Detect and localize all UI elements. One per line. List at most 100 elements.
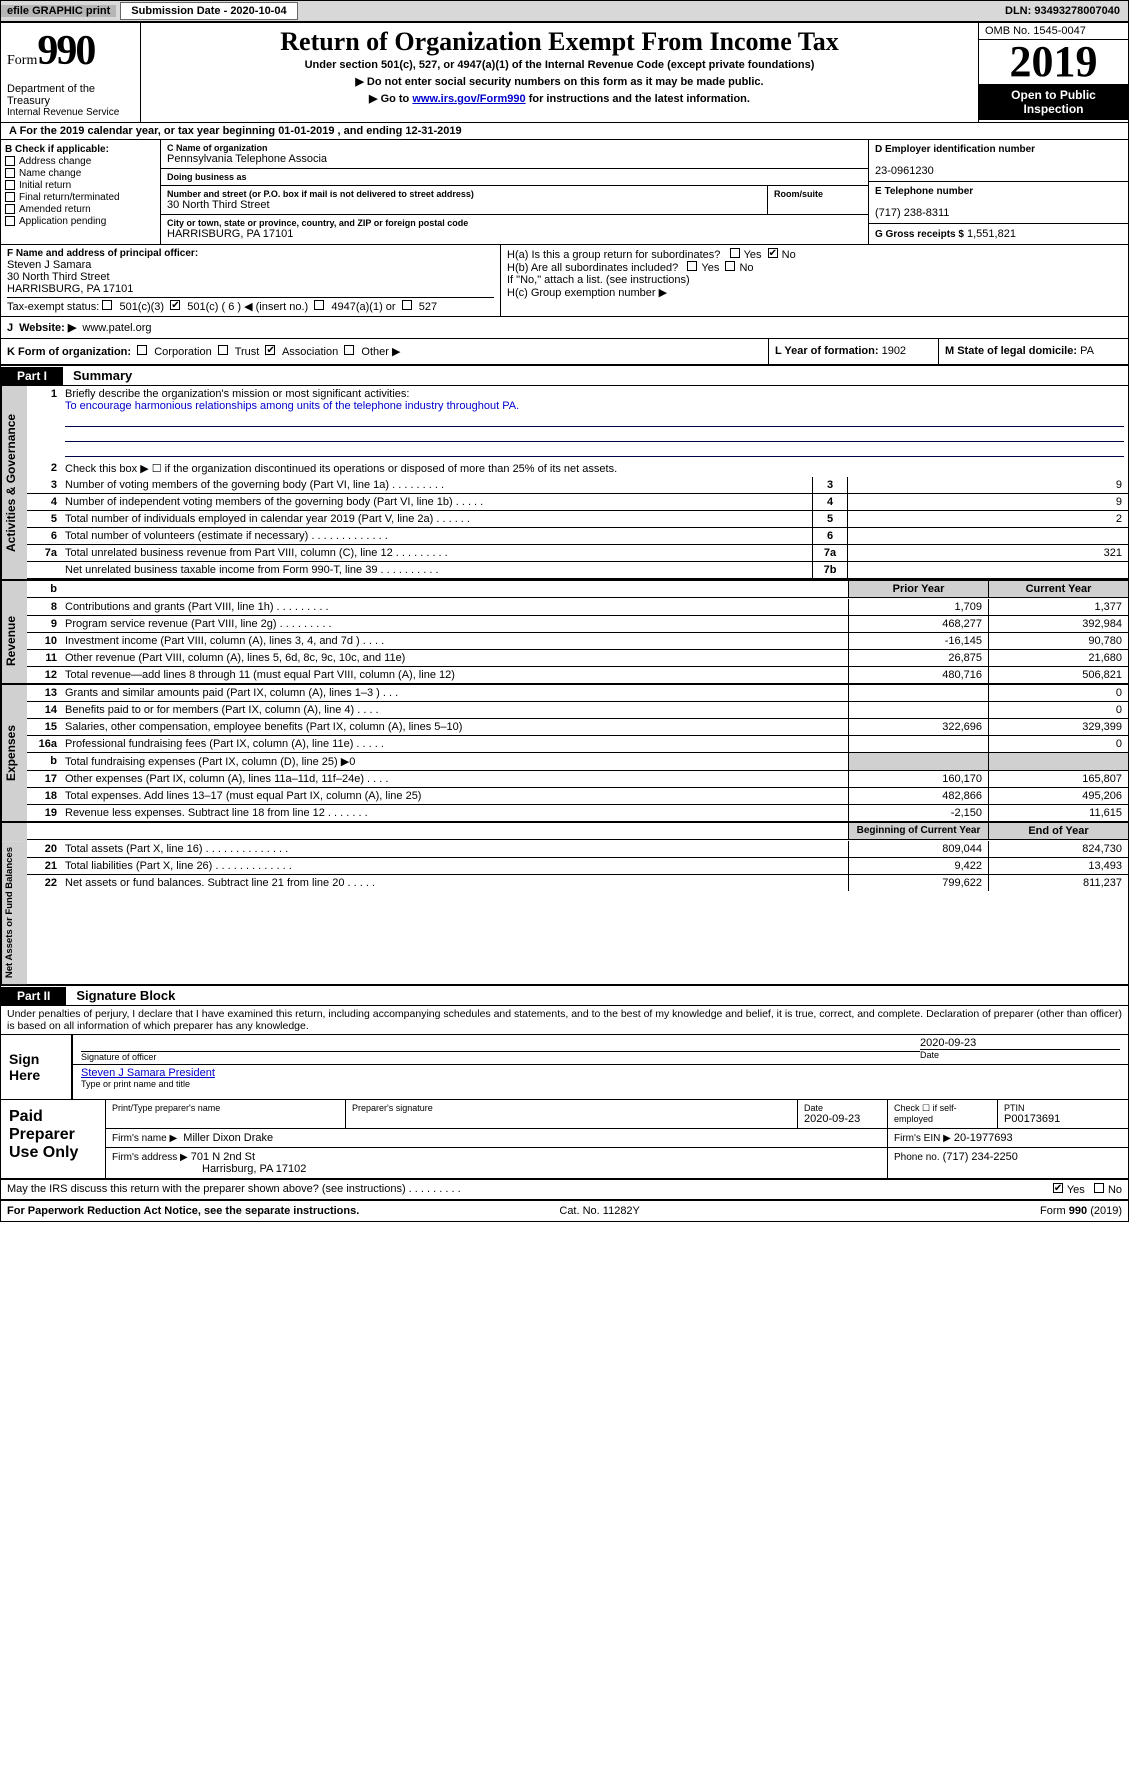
city-label: City or town, state or province, country… — [167, 218, 862, 228]
checkbox-amended[interactable] — [5, 204, 15, 214]
officer-label: F Name and address of principal officer: — [7, 248, 494, 259]
table-row: 18Total expenses. Add lines 13–17 (must … — [27, 788, 1128, 805]
checkbox-discuss-yes[interactable] — [1053, 1183, 1063, 1193]
checkbox-ha-yes[interactable] — [730, 248, 740, 258]
irs: Internal Revenue Service — [7, 107, 134, 118]
cat-no: Cat. No. 11282Y — [559, 1205, 640, 1217]
dln: DLN: 93493278007040 — [997, 5, 1128, 17]
state-domicile: PA — [1080, 345, 1094, 357]
checkbox-pending[interactable] — [5, 216, 15, 226]
checkbox-4947[interactable] — [314, 300, 324, 310]
hb-label: H(b) Are all subordinates included? — [507, 262, 678, 274]
note-link: ▶ Go to www.irs.gov/Form990 for instruct… — [151, 92, 968, 105]
block-f-h: F Name and address of principal officer:… — [1, 245, 1128, 317]
hb-note: If "No," attach a list. (see instruction… — [507, 274, 1122, 286]
table-row: 10Investment income (Part VIII, column (… — [27, 633, 1128, 650]
website-label: Website: ▶ — [19, 321, 76, 334]
sign-here-label: Sign Here — [1, 1035, 71, 1099]
mission: To encourage harmonious relationships am… — [65, 400, 1124, 412]
table-row: 14Benefits paid to or for members (Part … — [27, 702, 1128, 719]
hc-label: H(c) Group exemption number ▶ — [507, 286, 1122, 299]
form-subtitle: Under section 501(c), 527, or 4947(a)(1)… — [151, 59, 968, 71]
sig-date-label: Date — [920, 1049, 1120, 1060]
checkbox-initial[interactable] — [5, 180, 15, 190]
k-label: K Form of organization: — [7, 346, 131, 358]
checkbox-other[interactable] — [344, 345, 354, 355]
sig-date: 2020-09-23 — [920, 1037, 1120, 1049]
summary-row: 4Number of independent voting members of… — [27, 494, 1128, 511]
tax-year: 2019 — [979, 40, 1128, 84]
checkbox-527[interactable] — [402, 300, 412, 310]
ein-label: D Employer identification number — [875, 144, 1122, 155]
section-net-hdr: Beginning of Current Year End of Year — [1, 823, 1128, 841]
checkbox-501c3[interactable] — [102, 300, 112, 310]
firm-ein: 20-1977693 — [954, 1132, 1013, 1144]
table-row: 12Total revenue—add lines 8 through 11 (… — [27, 667, 1128, 683]
pra-notice: For Paperwork Reduction Act Notice, see … — [7, 1205, 359, 1217]
gross-label: G Gross receipts $ — [875, 229, 964, 240]
q1: Briefly describe the organization's miss… — [65, 388, 1124, 400]
discuss-text: May the IRS discuss this return with the… — [7, 1183, 1053, 1196]
section-revenue: Revenue 8Contributions and grants (Part … — [1, 599, 1128, 685]
firm-addr-label: Firm's address ▶ — [112, 1152, 188, 1163]
checkbox-ha-no[interactable] — [768, 248, 778, 258]
open-to-public: Open to Public Inspection — [979, 84, 1128, 120]
checkbox-address[interactable] — [5, 156, 15, 166]
checkbox-corp[interactable] — [137, 345, 147, 355]
officer-city: HARRISBURG, PA 17101 — [7, 283, 494, 295]
dba-label: Doing business as — [167, 172, 862, 182]
form-word: Form — [7, 53, 37, 68]
summary-row: 5Total number of individuals employed in… — [27, 511, 1128, 528]
summary-row: 6Total number of volunteers (estimate if… — [27, 528, 1128, 545]
firm-phone: (717) 234-2250 — [943, 1151, 1018, 1163]
type-name-label: Type or print name and title — [81, 1079, 1120, 1089]
checkbox-name[interactable] — [5, 168, 15, 178]
section-netassets: Net Assets or Fund Balances 20Total asse… — [1, 841, 1128, 986]
table-row: 11Other revenue (Part VIII, column (A), … — [27, 650, 1128, 667]
side-governance: Activities & Governance — [1, 386, 27, 579]
firm-name-label: Firm's name ▶ — [112, 1133, 177, 1144]
tax-exempt-label: Tax-exempt status: — [7, 301, 99, 313]
form-title: Return of Organization Exempt From Incom… — [151, 27, 968, 57]
org-name: Pennsylvania Telephone Associa — [167, 153, 862, 165]
hdr-curr: Current Year — [988, 581, 1128, 597]
part2-header: Part II Signature Block — [1, 986, 1128, 1006]
checkbox-hb-no[interactable] — [725, 261, 735, 271]
form-number: 990 — [37, 28, 94, 74]
checkbox-501c[interactable] — [170, 300, 180, 310]
row-klm: K Form of organization: Corporation Trus… — [1, 339, 1128, 366]
address: 30 North Third Street — [167, 199, 761, 211]
year-formation: 1902 — [882, 345, 906, 357]
q2: Check this box ▶ ☐ if the organization d… — [61, 460, 1128, 477]
footer: For Paperwork Reduction Act Notice, see … — [1, 1201, 1128, 1221]
hdr-b: b — [27, 581, 61, 597]
ptin-label: PTIN — [1004, 1103, 1122, 1113]
checkbox-trust[interactable] — [218, 345, 228, 355]
block-b-to-g: B Check if applicable: Address change Na… — [1, 140, 1128, 245]
topbar: efile GRAPHIC print Submission Date - 20… — [0, 0, 1129, 22]
part1-title: Summary — [63, 366, 142, 385]
prep-date-label: Date — [804, 1103, 881, 1113]
ein: 23-0961230 — [875, 165, 1122, 177]
checkbox-final[interactable] — [5, 192, 15, 202]
table-row: 9Program service revenue (Part VIII, lin… — [27, 616, 1128, 633]
line-a: A For the 2019 calendar year, or tax yea… — [1, 123, 1128, 140]
sig-officer-label: Signature of officer — [81, 1051, 920, 1062]
irs-link[interactable]: www.irs.gov/Form990 — [412, 93, 525, 105]
checkbox-discuss-no[interactable] — [1094, 1183, 1104, 1193]
dept-treasury: Department of the Treasury — [7, 83, 134, 107]
table-row: bTotal fundraising expenses (Part IX, co… — [27, 753, 1128, 771]
checkbox-assoc[interactable] — [265, 345, 275, 355]
phone-label: E Telephone number — [875, 186, 1122, 197]
sign-block: Sign Here Signature of officer 2020-09-2… — [1, 1034, 1128, 1100]
summary-row: 3Number of voting members of the governi… — [27, 477, 1128, 494]
box-b: B Check if applicable: Address change Na… — [1, 140, 161, 244]
side-net: Net Assets or Fund Balances — [1, 841, 27, 984]
box-b-label: B Check if applicable: — [5, 144, 156, 155]
checkbox-hb-yes[interactable] — [687, 261, 697, 271]
table-row: 15Salaries, other compensation, employee… — [27, 719, 1128, 736]
note-ssn: ▶ Do not enter social security numbers o… — [151, 75, 968, 88]
part2-title: Signature Block — [66, 986, 185, 1005]
table-row: 17Other expenses (Part IX, column (A), l… — [27, 771, 1128, 788]
table-row: 22Net assets or fund balances. Subtract … — [27, 875, 1128, 891]
